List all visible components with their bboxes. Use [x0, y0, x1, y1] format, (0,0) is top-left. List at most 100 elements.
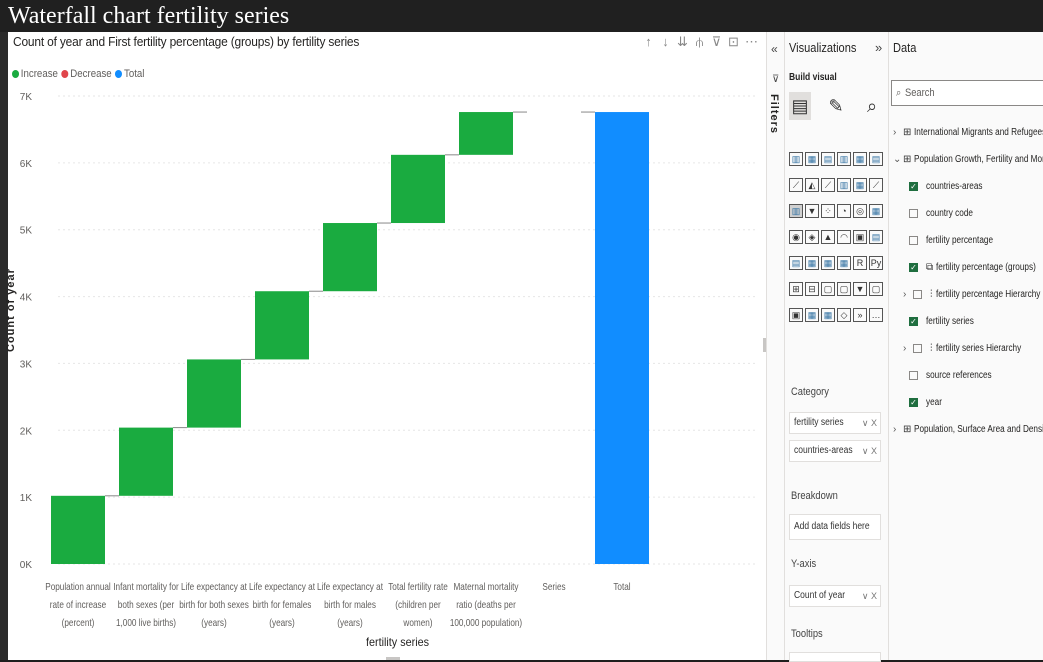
checkbox[interactable]: [913, 343, 922, 353]
field-item[interactable]: › ⫶ fertility percentage Hierarchy: [903, 284, 1043, 304]
visual-type-icon[interactable]: ▦: [869, 204, 883, 218]
analytics-icon[interactable]: ⌕: [866, 95, 878, 116]
visual-type-icon[interactable]: ▢: [821, 282, 835, 296]
chevron-right-icon[interactable]: ›: [903, 342, 907, 354]
visual-type-icon[interactable]: ⊞: [789, 282, 803, 296]
visual-type-icon[interactable]: ▦: [805, 152, 819, 166]
category-field-fertility-series[interactable]: fertility series ∨ X: [789, 412, 881, 434]
visual-type-icon[interactable]: ▦: [805, 308, 819, 322]
visual-type-icon[interactable]: ⟋: [789, 178, 803, 192]
checkbox[interactable]: ✓: [909, 316, 918, 326]
filters-label[interactable]: Filters: [768, 94, 780, 135]
resize-handle-right[interactable]: [763, 338, 766, 352]
visual-type-icon[interactable]: ▦: [821, 256, 835, 270]
legend-item-increase[interactable]: Increase: [12, 68, 58, 80]
field-item[interactable]: ✓ year: [909, 392, 945, 412]
filter-icon[interactable]: ⊽: [711, 34, 722, 49]
visual-type-icon[interactable]: ▲: [821, 230, 835, 244]
build-visual-icon[interactable]: ▤: [789, 92, 811, 120]
pill-controls[interactable]: ∨ X: [861, 591, 877, 601]
field-item[interactable]: ✓ countries-areas: [909, 176, 995, 196]
focus-mode-icon[interactable]: ⊡: [728, 34, 739, 49]
collapse-chevron-icon[interactable]: «: [771, 42, 778, 56]
field-item[interactable]: country code: [909, 203, 983, 223]
visual-type-icon[interactable]: ▥: [789, 152, 803, 166]
pill-controls[interactable]: ∨ X: [861, 446, 877, 456]
visual-type-icon[interactable]: ⁘: [821, 204, 835, 218]
visual-type-icon[interactable]: »: [853, 308, 867, 322]
chevron-right-icon[interactable]: ›: [893, 423, 897, 435]
visual-type-icon[interactable]: ▤: [869, 230, 883, 244]
visual-type-icon[interactable]: ▥: [837, 152, 851, 166]
visual-type-icon[interactable]: ⟋: [821, 178, 835, 192]
drill-down-icon[interactable]: ⇊: [677, 34, 688, 49]
legend-item-decrease[interactable]: Decrease: [61, 68, 112, 80]
waterfall-chart[interactable]: 0K 1K 2K 3K 4K 5K 6K 7K Population annual rate of…: [8, 88, 766, 628]
filters-pane-collapsed[interactable]: « ⊽ Filters: [766, 32, 784, 660]
visual-type-icon[interactable]: ▢: [837, 282, 851, 296]
visual-type-icon[interactable]: Py: [869, 256, 883, 270]
checkbox[interactable]: [909, 208, 918, 218]
table-population-surface-area[interactable]: › ⊞ Population, Surface Area and Density: [893, 419, 1043, 439]
sort-ascending-icon[interactable]: ↑: [645, 34, 652, 49]
checkbox[interactable]: [909, 370, 918, 380]
category-field-countries-areas[interactable]: countries-areas ∨ X: [789, 440, 881, 462]
yaxis-field-count-of-year[interactable]: Count of year ∨ X: [789, 585, 881, 607]
visual-type-icon[interactable]: ▼: [805, 204, 819, 218]
filter-icon: ⊽: [772, 74, 780, 85]
expand-hierarchy-icon[interactable]: ⫛: [695, 34, 704, 49]
checkbox[interactable]: ✓: [909, 397, 918, 407]
checkbox[interactable]: [913, 289, 922, 299]
tooltips-drop-zone[interactable]: [789, 652, 881, 662]
field-item[interactable]: › ⫶ fertility series Hierarchy: [903, 338, 1039, 358]
field-item[interactable]: fertility percentage: [909, 230, 1008, 250]
visual-type-icon[interactable]: …: [869, 308, 883, 322]
visual-type-icon[interactable]: ▥: [837, 178, 851, 192]
visual-type-icon[interactable]: ▤: [789, 256, 803, 270]
expand-chevron-icon[interactable]: »: [875, 40, 883, 55]
visual-type-icon[interactable]: ⊟: [805, 282, 819, 296]
search-input[interactable]: ⌕ Search: [891, 80, 1043, 106]
field-item[interactable]: ✓ fertility series: [909, 311, 984, 331]
visual-type-icon[interactable]: ▼: [853, 282, 867, 296]
visual-type-icon[interactable]: ◔: [837, 204, 851, 218]
field-item[interactable]: ✓ ⧉ fertility percentage (groups): [909, 257, 1043, 277]
visual-type-icon[interactable]: ▤: [869, 152, 883, 166]
format-visual-icon[interactable]: ✎: [828, 95, 844, 116]
pill-controls[interactable]: ∨ X: [861, 418, 877, 428]
visualizations-pane: Visualizations » Build visual ▤ ✎ ⌕ ▥ ▦ ▤ ▥ ▦ ▤…: [784, 32, 888, 662]
visual-type-icon[interactable]: ▦: [821, 308, 835, 322]
visual-type-icon[interactable]: ▦: [853, 152, 867, 166]
breakdown-drop-zone[interactable]: Add data fields here: [789, 514, 881, 540]
more-options-icon[interactable]: ⋯: [745, 34, 758, 49]
chevron-down-icon[interactable]: ⌄: [893, 153, 902, 165]
visual-type-icon[interactable]: ⟋: [869, 178, 883, 192]
visual-type-icon[interactable]: R: [853, 256, 867, 270]
visual-type-icon[interactable]: ◈: [805, 230, 819, 244]
resize-handle-bottom[interactable]: [386, 657, 400, 660]
sort-descending-icon[interactable]: ↓: [662, 34, 669, 49]
visual-type-icon[interactable]: ◎: [853, 204, 867, 218]
visual-type-icon[interactable]: ▦: [837, 256, 851, 270]
visual-type-icon[interactable]: ▤: [821, 152, 835, 166]
visual-type-icon[interactable]: ▦: [853, 178, 867, 192]
checkbox[interactable]: ✓: [909, 181, 918, 191]
visual-type-icon[interactable]: ▣: [853, 230, 867, 244]
table-population-growth[interactable]: ⌄⊞Population Growth, Fertility and Morta…: [893, 149, 1043, 169]
table-international-migrants[interactable]: › ⊞ International Migrants and Refugees: [893, 122, 1043, 142]
checkbox[interactable]: [909, 235, 918, 245]
visual-type-icon[interactable]: ◠: [837, 230, 851, 244]
legend-item-total[interactable]: Total: [115, 68, 144, 80]
visual-type-icon[interactable]: ▣: [789, 308, 803, 322]
visual-type-icon[interactable]: ◇: [837, 308, 851, 322]
chevron-right-icon[interactable]: ›: [903, 288, 907, 300]
chevron-right-icon[interactable]: ›: [893, 126, 897, 138]
visual-type-icon[interactable]: ◉: [789, 230, 803, 244]
field-item[interactable]: source references: [909, 365, 1006, 385]
visual-type-icon[interactable]: ▢: [869, 282, 883, 296]
visual-type-icon[interactable]: ◭: [805, 178, 819, 192]
visual-type-icon[interactable]: ▦: [805, 256, 819, 270]
checkbox[interactable]: ✓: [909, 262, 918, 272]
report-canvas[interactable]: Count of year and First fertility percen…: [5, 32, 766, 660]
visual-type-icon[interactable]: ▥: [789, 204, 803, 218]
